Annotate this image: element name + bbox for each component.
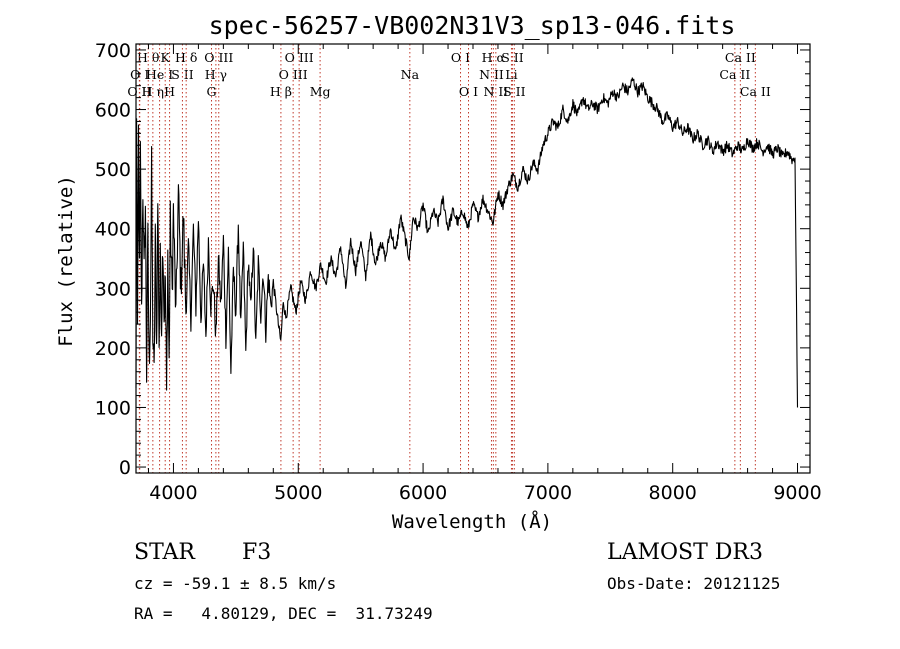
line-marker-label: N II	[483, 84, 508, 99]
line-marker-label: H α	[482, 50, 506, 65]
line-marker-label: O I	[130, 67, 149, 82]
x-tick-label: 7000	[524, 482, 572, 504]
line-marker-label: Na	[401, 67, 420, 82]
y-tick-label: 0	[119, 457, 131, 479]
line-marker-label: S II	[171, 67, 193, 82]
y-tick-label: 100	[95, 397, 131, 419]
line-marker-label: S II	[503, 84, 525, 99]
coordinates-readout: RA = 4.80129, DEC = 31.73249	[134, 604, 433, 623]
line-marker-label: G	[207, 84, 217, 99]
object-subclass: F3	[242, 540, 272, 565]
redshift-readout: cz = -59.1 ± 8.5 km/s	[134, 574, 337, 593]
x-tick-label: 6000	[399, 482, 447, 504]
line-marker-label: H	[164, 84, 175, 99]
y-tick-label: 500	[95, 159, 131, 181]
line-marker-label: H η	[142, 84, 164, 99]
line-marker-label: O I	[459, 84, 478, 99]
object-class: STAR	[134, 540, 195, 565]
y-tick-label: 300	[95, 278, 131, 300]
line-marker-label: Ca II	[740, 84, 771, 99]
line-marker-label: O II	[127, 84, 151, 99]
obs-date: Obs-Date: 20121125	[607, 574, 781, 593]
line-marker-label: O III	[285, 50, 314, 65]
line-marker-label: H θ	[137, 50, 159, 65]
line-marker-label: Li	[505, 67, 517, 82]
line-marker-label: He I	[146, 67, 173, 82]
chart-title: spec-56257-VB002N31V3_sp13-046.fits	[209, 11, 736, 40]
series-group	[135, 77, 799, 408]
y-tick-label: 700	[95, 40, 131, 62]
line-marker-label: O III	[279, 67, 308, 82]
line-marker-label: N II	[479, 67, 504, 82]
line-marker-label: Ca II	[719, 67, 750, 82]
y-tick-label: 400	[95, 219, 131, 241]
line-marker-label: O III	[204, 50, 233, 65]
line-marker-label: S II	[501, 50, 523, 65]
line-markers: O II H θ O I H η He I K H S II H δ G O III H γ H β O …	[127, 44, 771, 473]
line-marker-label: H δ	[175, 50, 197, 65]
line-marker-label: H γ	[205, 67, 227, 82]
x-tick-label: 9000	[773, 482, 821, 504]
line-marker-label: Ca II	[725, 50, 756, 65]
line-marker-label: H β	[270, 84, 292, 99]
line-marker-label: Mg	[310, 84, 331, 99]
y-tick-label: 600	[95, 100, 131, 122]
tick-group: 4000 5000 6000 7000 8000 9000 0 100 200 300 400 500…	[95, 40, 822, 504]
spectrum-line	[135, 77, 799, 408]
y-tick-label: 200	[95, 338, 131, 360]
line-marker-label: O I	[451, 50, 470, 65]
x-axis-label: Wavelength (Å)	[392, 510, 552, 533]
y-axis-label: Flux (relative)	[55, 175, 77, 347]
x-tick-label: 4000	[149, 482, 197, 504]
survey-name: LAMOST DR3	[607, 540, 763, 565]
line-marker-label: K	[161, 50, 171, 65]
x-tick-label: 8000	[649, 482, 697, 504]
x-tick-label: 5000	[274, 482, 322, 504]
